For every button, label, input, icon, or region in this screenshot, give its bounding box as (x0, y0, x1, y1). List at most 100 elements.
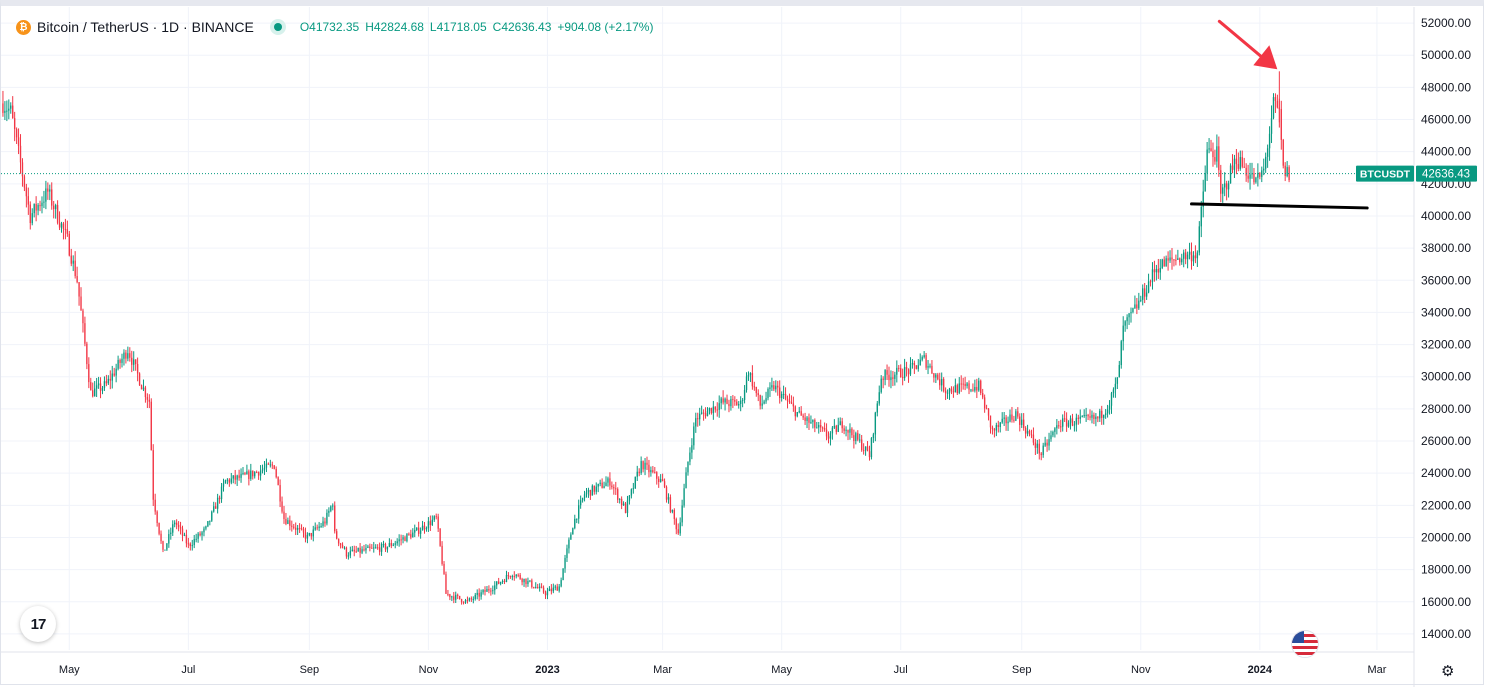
candle-body (281, 501, 283, 512)
candle-body (240, 473, 242, 478)
candle-body (416, 527, 418, 531)
candle-body (1142, 288, 1144, 300)
candle-body (1054, 428, 1056, 432)
candle-body (983, 397, 986, 409)
candle-body (1001, 418, 1003, 423)
candle-body (408, 533, 410, 535)
candle-body (123, 352, 125, 359)
candle-body (687, 461, 689, 473)
candle-body (201, 532, 203, 536)
candle-body (417, 527, 420, 534)
candle-body (1272, 97, 1275, 119)
open-value: O41732.35 (299, 20, 360, 34)
candle-body (942, 378, 945, 391)
candle-body (369, 546, 371, 548)
candle-body (900, 368, 902, 378)
candle-body (1245, 167, 1247, 176)
candle-body (199, 533, 201, 536)
candle-body (950, 388, 953, 392)
price-tick-label: 48000.00 (1421, 80, 1471, 94)
candle-body (615, 488, 617, 490)
gear-icon[interactable]: ⚙ (1441, 663, 1455, 680)
candle-body (287, 520, 289, 524)
candle-body (144, 387, 147, 398)
candle-body (693, 426, 695, 446)
candle-body (595, 486, 597, 492)
candle-body (1222, 187, 1224, 194)
candle-body (673, 510, 676, 519)
us-flag-icon[interactable] (1291, 630, 1319, 658)
candle-body (978, 380, 980, 391)
candle-body (1149, 281, 1152, 283)
candle-body (267, 463, 270, 465)
candle-body (827, 436, 830, 439)
candle-body (1227, 183, 1230, 190)
candle-body (484, 589, 486, 592)
candle-body (685, 472, 687, 489)
candle-body (404, 537, 406, 542)
candle-body (1239, 157, 1241, 169)
candle-body (191, 545, 193, 547)
candle-body (714, 406, 716, 410)
candle-body (1214, 157, 1216, 162)
candle-body (1087, 414, 1089, 417)
candle-body (421, 525, 424, 531)
candle-body (433, 516, 435, 520)
candle-body (222, 483, 225, 487)
candle-body (1007, 421, 1009, 424)
candle-body (99, 383, 102, 391)
candle-body (503, 580, 506, 582)
time-tick-label: Jul (894, 664, 908, 676)
candle-body (1229, 165, 1232, 184)
candle-body (661, 479, 664, 482)
price-tick-label: 52000.00 (1421, 16, 1471, 30)
candle-body (1106, 409, 1109, 414)
time-tick-label: Sep (1012, 664, 1032, 676)
candle-body (1202, 191, 1204, 207)
candle-body (193, 539, 195, 546)
candle-body (306, 534, 309, 539)
candle-body (738, 403, 740, 406)
candle-body (987, 408, 990, 416)
candle-body (556, 586, 558, 591)
candle-body (972, 389, 974, 391)
candle-body (1266, 148, 1269, 157)
candle-body (751, 373, 754, 387)
candle-body (419, 530, 422, 534)
candle-body (115, 368, 117, 376)
candle-body (6, 110, 8, 112)
tradingview-logo[interactable]: 17 (20, 606, 56, 642)
candle-body (480, 592, 482, 597)
candle-body (618, 498, 621, 500)
candle-body (946, 392, 949, 394)
candle-body (1231, 165, 1234, 170)
candle-body (531, 580, 533, 587)
candle-body (1019, 416, 1021, 425)
candle-body (743, 389, 746, 400)
candle-body (734, 399, 736, 402)
candle-body (1126, 317, 1128, 322)
candle-body (1143, 288, 1146, 297)
candle-body (997, 425, 999, 427)
candle-body (107, 378, 110, 384)
candle-body (1255, 177, 1257, 183)
candle-body (271, 464, 273, 466)
candle-body (398, 539, 400, 542)
candle-body (761, 403, 763, 406)
candle-body (1065, 418, 1068, 427)
candle-body (1085, 414, 1087, 416)
symbol-tag-label: BTCUSDT (1360, 169, 1411, 181)
candle-body (349, 550, 352, 556)
candle-body (285, 519, 287, 524)
candle-body (236, 475, 238, 480)
tradingview-logo-text: 17 (30, 615, 47, 633)
candle-body (70, 255, 72, 264)
candle-body (174, 522, 176, 525)
candle-body (275, 468, 277, 478)
candle-body (921, 357, 923, 360)
candle-body (131, 357, 133, 365)
candle-body (103, 381, 106, 388)
symbol-title[interactable]: Bitcoin / TetherUS · 1D · BINANCE (37, 19, 254, 35)
candle-body (544, 592, 547, 596)
